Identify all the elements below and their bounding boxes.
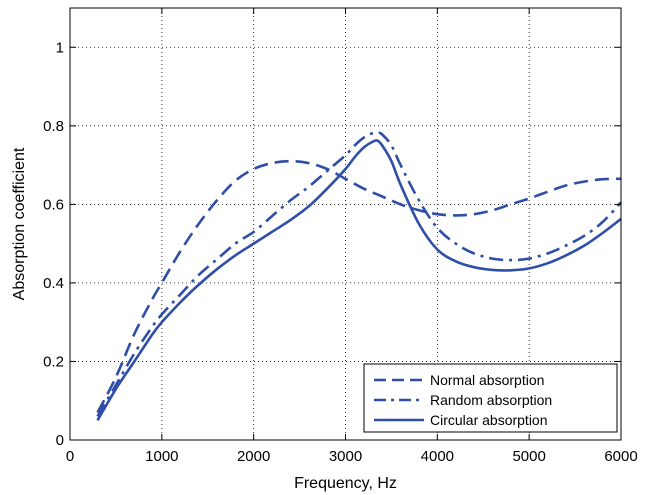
- legend-label-normal: Normal absorption: [430, 372, 544, 388]
- y-axis-label: Absorption coefficient: [11, 147, 28, 300]
- series-line-circular: [96, 139, 622, 422]
- y-tick-label: 0.4: [43, 275, 64, 292]
- y-tick-label: 0.2: [43, 353, 64, 370]
- legend-entry-normal: Normal absorption: [374, 372, 544, 388]
- legend-entry-random: Random absorption: [374, 392, 552, 408]
- y-tick-label: 0.6: [43, 196, 64, 213]
- x-tick-label: 6000: [604, 448, 637, 465]
- x-tick-label: 5000: [512, 448, 545, 465]
- series-line-random: [96, 130, 622, 418]
- y-tick-label: 0: [56, 432, 64, 449]
- legend-label-circular: Circular absorption: [430, 412, 548, 428]
- x-axis-label: Frequency, Hz: [294, 475, 397, 492]
- legend-entry-circular: Circular absorption: [374, 412, 548, 428]
- x-tick-label: 4000: [421, 448, 454, 465]
- y-tick-label: 1: [56, 39, 64, 56]
- legend: Normal absorption Random absorption Circ…: [363, 363, 618, 433]
- y-tick-label: 0.8: [43, 118, 64, 135]
- x-tick-label: 1000: [145, 448, 178, 465]
- x-tick-label: 3000: [329, 448, 362, 465]
- x-tick-label: 2000: [237, 448, 270, 465]
- series-lines: [96, 130, 622, 422]
- series-line-normal: [96, 159, 622, 414]
- x-tick-label: 0: [66, 448, 74, 465]
- legend-label-random: Random absorption: [430, 392, 552, 408]
- axis-ticks: 0 1000 2000 3000 4000 5000 6000 0 0.2 0.4 0.6 0.8 1: [43, 8, 638, 465]
